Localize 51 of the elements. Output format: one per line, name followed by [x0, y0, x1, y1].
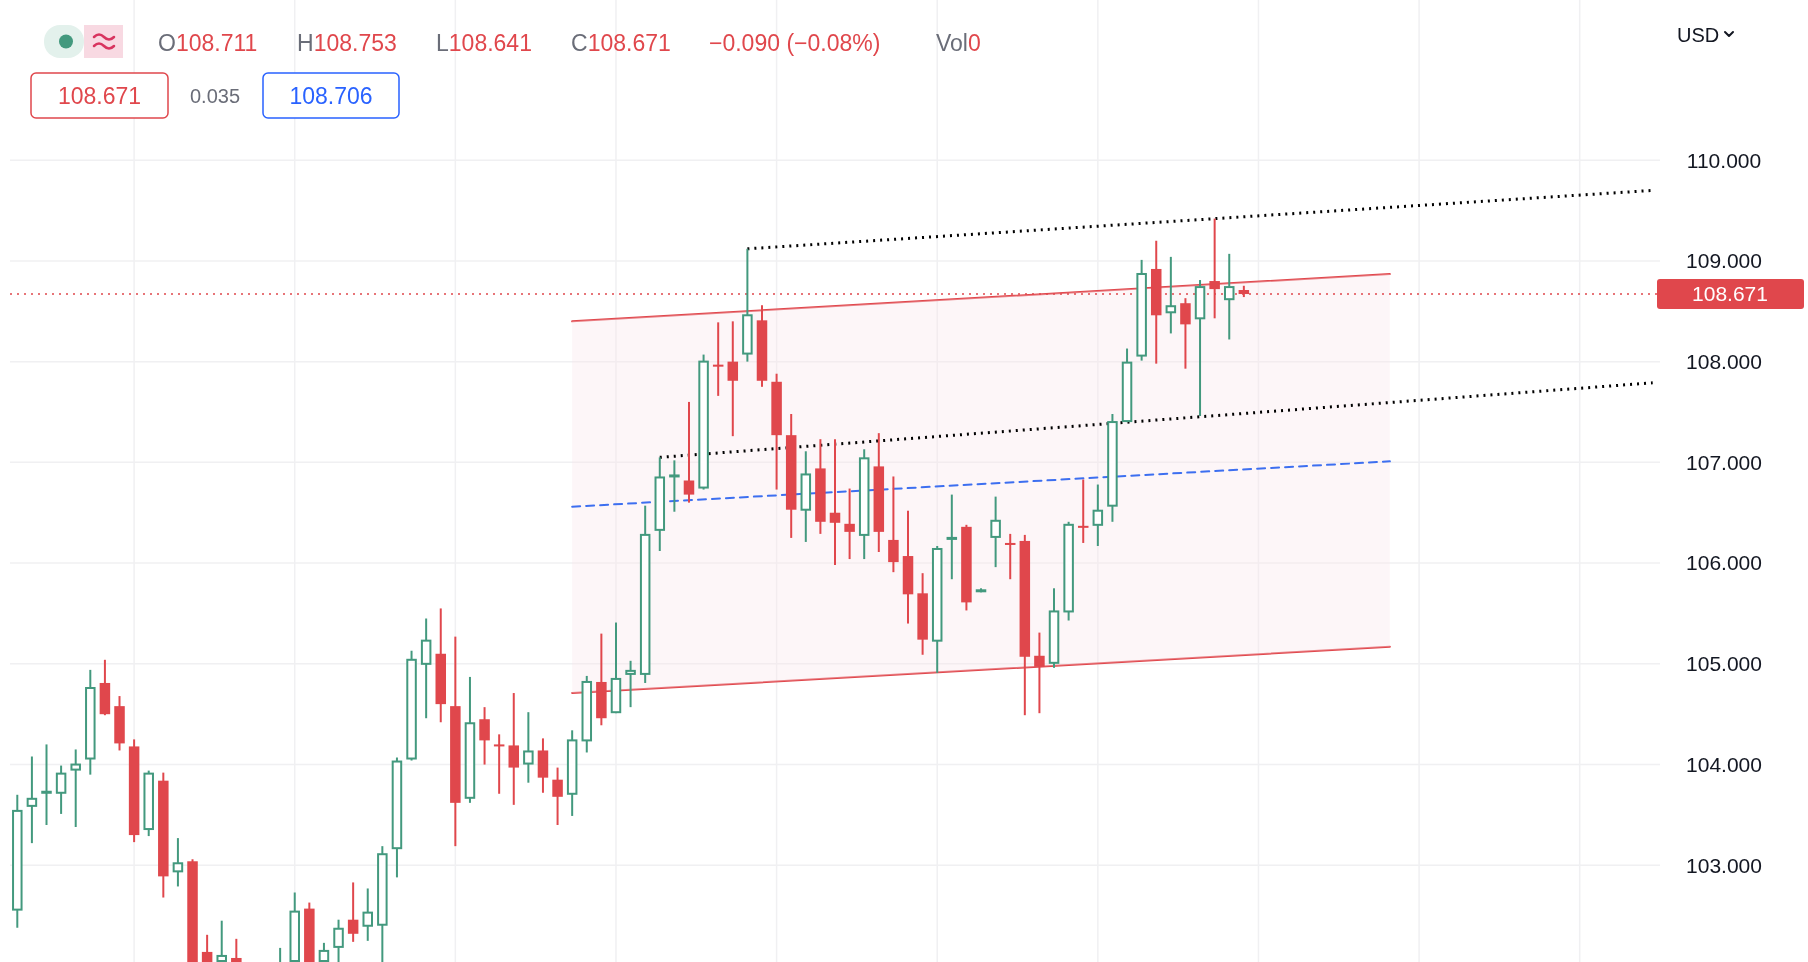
annotation: 108.706	[289, 83, 373, 110]
candlestick	[201, 933, 213, 962]
candlestick	[493, 733, 505, 795]
candlestick	[508, 692, 520, 806]
candlestick	[1180, 297, 1191, 370]
candlestick	[41, 743, 52, 826]
candlestick	[479, 706, 490, 766]
annotation: C108.671	[571, 30, 671, 56]
candlestick	[552, 766, 563, 826]
candlestick	[1223, 252, 1235, 341]
y-tick-label: 105.000	[1686, 652, 1762, 676]
y-tick-label: 106.000	[1686, 551, 1762, 575]
candlestick	[1004, 532, 1016, 581]
annotation: L108.641	[436, 30, 532, 56]
annotation: O108.711	[158, 30, 258, 56]
y-tick-label: 108.000	[1686, 349, 1762, 373]
candlestick	[26, 755, 38, 845]
y-tick-label: 109.000	[1686, 249, 1762, 273]
candlestick	[1165, 255, 1177, 335]
price-tag: 108.671	[1657, 279, 1804, 310]
text: USD	[1677, 24, 1720, 46]
candlestick	[172, 837, 184, 888]
candlestick	[727, 320, 739, 438]
annotation: 108.671	[57, 83, 142, 110]
annotation: −0.090 (−0.08%)	[709, 30, 881, 56]
annotation: H108.753	[297, 30, 397, 56]
candlestick	[829, 438, 841, 567]
annotation: Vol0	[936, 30, 981, 56]
candlestick	[844, 487, 855, 561]
candlestick	[523, 711, 534, 784]
annotation: 0.035	[189, 85, 241, 107]
candlestick	[888, 475, 899, 574]
candlestick	[55, 764, 67, 815]
candlestick	[362, 887, 373, 942]
y-tick-label: 104.000	[1686, 752, 1762, 776]
candlestick	[669, 459, 680, 513]
candlestick	[990, 495, 1001, 569]
candlestick	[683, 400, 695, 504]
y-tick-label: 103.000	[1686, 853, 1762, 877]
candlestick	[231, 937, 242, 962]
candlestick	[1077, 478, 1089, 544]
y-tick-label: 107.000	[1686, 450, 1762, 474]
candlestick	[70, 748, 81, 829]
y-tick-label: 110.000	[1686, 148, 1762, 172]
candlestick	[420, 617, 432, 720]
candlestick	[1092, 483, 1104, 547]
candlestick	[625, 659, 636, 709]
candlestick	[347, 881, 359, 943]
ref-line-label: 108.671	[1692, 282, 1768, 306]
candlestick	[712, 321, 724, 397]
candlestick	[946, 493, 958, 581]
